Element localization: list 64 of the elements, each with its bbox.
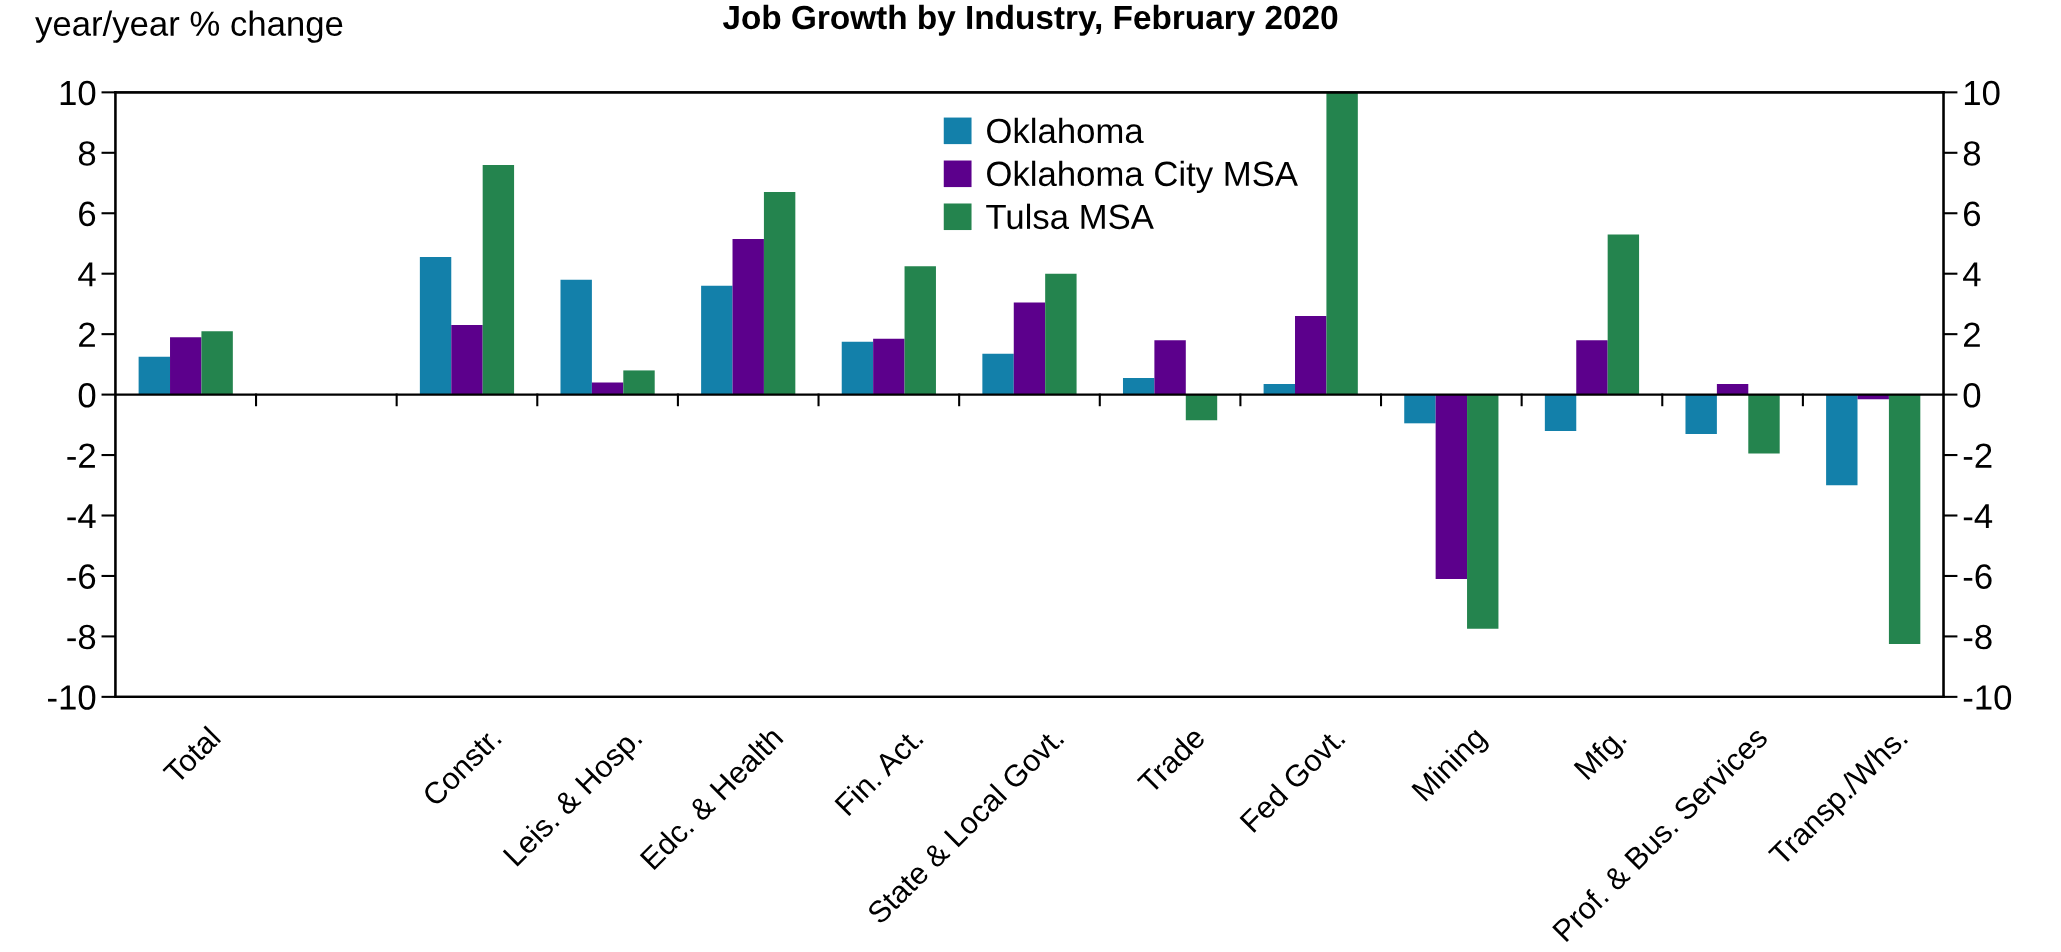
bar bbox=[1748, 394, 1780, 454]
bar bbox=[1685, 394, 1717, 434]
legend-label: Oklahoma bbox=[987, 117, 1144, 144]
bar bbox=[591, 382, 624, 395]
bar bbox=[201, 331, 233, 395]
y2-tick-label: 0 bbox=[1963, 382, 1981, 408]
y-tick-label: 0 bbox=[78, 382, 96, 408]
bar bbox=[1013, 302, 1046, 395]
y-tick-label: 6 bbox=[79, 201, 96, 227]
y-tick-label: -4 bbox=[67, 504, 96, 529]
bar bbox=[1295, 316, 1327, 395]
bar bbox=[1185, 394, 1218, 421]
legend-label: Tulsa MSA bbox=[986, 203, 1154, 230]
bar bbox=[732, 238, 764, 395]
bar bbox=[419, 257, 452, 395]
y-tick-label: 2 bbox=[79, 322, 95, 347]
chart-title: Job Growth by Industry, February 2020 bbox=[722, 4, 1338, 36]
y2-tick-label: 4 bbox=[1963, 262, 1981, 287]
y-axis-title: year/year % change bbox=[35, 10, 343, 43]
y-tick-label: -8 bbox=[67, 624, 96, 650]
bar bbox=[1467, 394, 1499, 629]
y2-tick-label: -10 bbox=[1963, 685, 2012, 710]
bar bbox=[982, 353, 1014, 395]
y-tick-label: 4 bbox=[78, 262, 96, 287]
y2-tick-label: -6 bbox=[1963, 564, 1992, 589]
y2-tick-label: 10 bbox=[1964, 80, 2000, 106]
bar bbox=[623, 370, 655, 395]
bar bbox=[451, 325, 483, 395]
y2-tick-label: 6 bbox=[1964, 201, 1981, 227]
y2-tick-label: -2 bbox=[1963, 443, 1992, 468]
bar bbox=[1607, 234, 1640, 395]
bar bbox=[1826, 394, 1858, 486]
y2-tick-label: -4 bbox=[1963, 504, 1993, 529]
x-tick-label: Mfg. bbox=[1572, 726, 1632, 785]
y2-tick-label: 2 bbox=[1964, 322, 1980, 347]
bar bbox=[1435, 394, 1468, 579]
y2-tick-label: 8 bbox=[1963, 141, 1981, 166]
bar bbox=[1326, 92, 1358, 395]
bar bbox=[560, 279, 592, 395]
bar bbox=[1404, 394, 1436, 424]
y-tick-label: -10 bbox=[48, 685, 96, 710]
bar bbox=[904, 266, 936, 395]
bar bbox=[1888, 394, 1921, 644]
bar bbox=[873, 338, 905, 395]
y-tick-label: 8 bbox=[78, 141, 96, 166]
bar bbox=[138, 356, 171, 395]
bar bbox=[1544, 394, 1577, 431]
x-tick-label: Fin. Act. bbox=[833, 726, 924, 817]
bar bbox=[1576, 340, 1608, 395]
bar bbox=[482, 164, 515, 395]
bar bbox=[1045, 273, 1077, 395]
bar bbox=[1122, 377, 1155, 395]
bar bbox=[1263, 384, 1296, 395]
bar bbox=[701, 285, 733, 395]
bar bbox=[170, 337, 202, 395]
y-tick-label: -6 bbox=[67, 564, 96, 589]
bar bbox=[763, 192, 796, 395]
y-tick-label: -2 bbox=[67, 443, 95, 468]
y-tick-label: 10 bbox=[60, 80, 96, 106]
bar bbox=[1716, 384, 1749, 395]
bar bbox=[841, 341, 874, 395]
legend-label: Oklahoma City MSA bbox=[987, 160, 1298, 194]
y2-tick-label: -8 bbox=[1963, 624, 1992, 650]
bar bbox=[1154, 340, 1186, 395]
